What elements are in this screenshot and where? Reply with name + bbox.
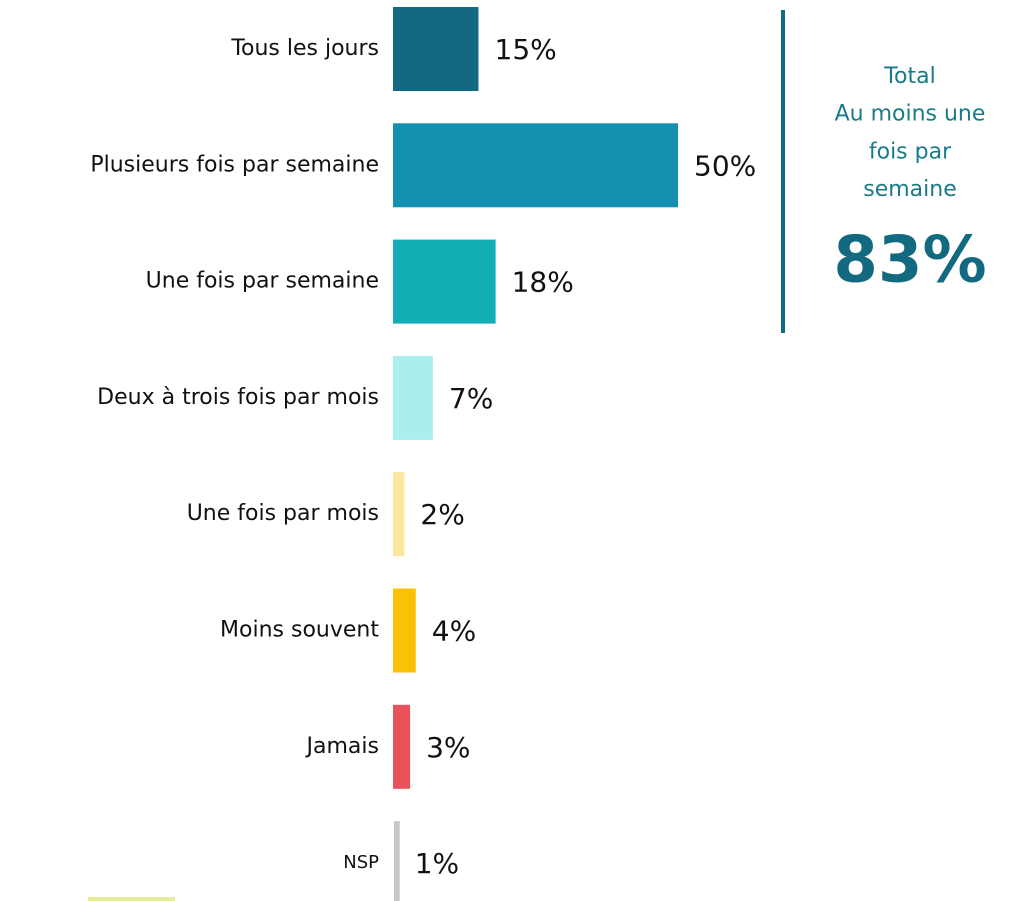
category-label: Une fois par semaine: [146, 269, 379, 294]
bar: [393, 123, 678, 208]
bar: [393, 7, 479, 91]
value-label: 2%: [420, 498, 464, 531]
value-label: 15%: [495, 33, 557, 66]
category-label: Moins souvent: [220, 618, 379, 643]
annotation-line: semaine: [863, 177, 957, 202]
value-label: 4%: [432, 615, 476, 648]
bar: [393, 588, 416, 673]
value-label: 1%: [415, 847, 459, 880]
value-label: 7%: [449, 382, 493, 415]
category-label: Plusieurs fois par semaine: [90, 152, 379, 177]
category-label: NSP: [343, 852, 379, 873]
annotation-line: Au moins une: [835, 102, 986, 127]
decoration: [88, 897, 175, 901]
category-label: Jamais: [305, 734, 379, 759]
annotation-value: 83%: [833, 224, 986, 298]
bar: [393, 239, 496, 324]
annotation-line: Total: [883, 64, 935, 89]
bar: [393, 472, 405, 557]
value-label: 3%: [426, 731, 470, 764]
category-label: Une fois par mois: [187, 501, 379, 526]
category-label: Tous les jours: [230, 36, 379, 61]
value-label: 50%: [694, 149, 756, 182]
bar: [394, 821, 400, 901]
bar: [393, 355, 433, 440]
bar: [393, 704, 411, 789]
category-label: Deux à trois fois par mois: [97, 385, 379, 410]
annotation-line: fois par: [869, 139, 952, 164]
value-label: 18%: [512, 266, 574, 299]
